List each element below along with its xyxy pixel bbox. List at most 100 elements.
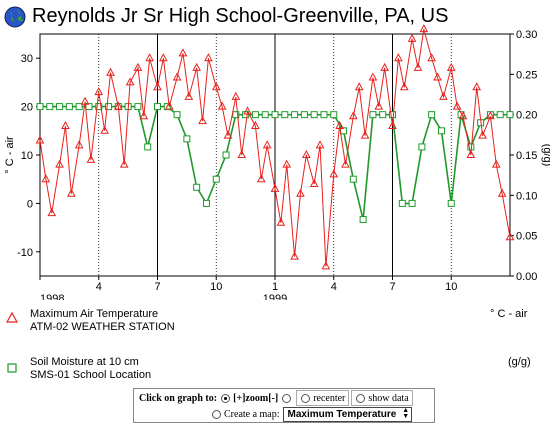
temperature-point [433, 72, 442, 81]
temperature-point [282, 159, 292, 168]
temperature-point [139, 111, 149, 120]
zoom-label: [+]zoom[-] [233, 392, 279, 404]
temperature-point [486, 111, 495, 120]
soil-moisture-point [144, 143, 152, 151]
x-tick-label: 10 [210, 281, 222, 293]
x-tick-label: 7 [389, 281, 395, 293]
soil-moisture-point [173, 111, 181, 119]
year-label: 1999 [263, 293, 287, 300]
temperature-point [223, 130, 233, 139]
soil-moisture-point [428, 111, 436, 119]
temperature-point [276, 217, 286, 226]
globe-icon [4, 6, 26, 28]
legend-soil-subtitle: SMS-01 School Location [30, 369, 152, 381]
temperature-point [388, 120, 397, 129]
left-tick-label: 10 [21, 150, 33, 162]
temperature-point [341, 159, 350, 168]
temperature-point [497, 188, 507, 197]
click-on-graph-label: Click on graph to: [139, 392, 218, 404]
temperature-point [262, 140, 272, 149]
recenter-option[interactable]: recenter [296, 390, 350, 406]
temperature-point [164, 101, 174, 110]
page-title: Reynolds Jr Sr High School-Greenville, P… [32, 5, 449, 27]
temperature-point [125, 77, 135, 86]
chart[interactable]: -10 0 10 20 30 0.00 0.05 0.10 0.15 0.20 0.25 0.30 ° … [0, 0, 550, 300]
map-select-value: Maximum Temperature [287, 408, 397, 420]
temperature-point [237, 149, 247, 158]
temperature-point [348, 111, 358, 120]
zoom-radio[interactable] [221, 393, 231, 403]
soil-moisture-point [389, 111, 396, 119]
soil-moisture-point [36, 103, 44, 111]
temperature-point [251, 120, 260, 129]
square-marker-icon [7, 363, 17, 373]
temperature-point [61, 120, 70, 129]
temperature-point [211, 82, 221, 91]
soil-moisture-point [271, 111, 279, 119]
left-tick-label: -10 [17, 247, 33, 259]
temperature-point [204, 53, 213, 62]
soil-moisture-point [134, 103, 142, 111]
soil-moisture-point [261, 111, 269, 119]
x-tick-label: 10 [445, 281, 457, 293]
soil-moisture-point [408, 199, 416, 207]
soil-moisture-point [65, 103, 73, 111]
right-tick-label: 0.30 [516, 29, 537, 41]
temperature-point [145, 53, 155, 62]
soil-moisture-point [320, 111, 328, 119]
temperature-point [505, 232, 515, 241]
left-tick-label: 0 [27, 198, 33, 210]
temperature-point [399, 82, 409, 91]
soil-moisture-point [310, 111, 318, 119]
right-tick-label: 0.15 [516, 150, 537, 162]
temperature-point [217, 101, 227, 110]
temperature-point [159, 53, 168, 62]
soil-moisture-point [359, 216, 367, 224]
temperature-point [374, 101, 384, 110]
select-arrows-icon: ▲ ▼ [402, 407, 410, 420]
recenter-radio[interactable] [301, 393, 311, 403]
right-tick-label: 0.10 [516, 190, 537, 202]
temperature-point [66, 188, 76, 197]
temperature-point [231, 91, 241, 100]
temperature-point [47, 208, 57, 217]
show-data-radio[interactable] [356, 393, 366, 403]
soil-moisture-point [232, 111, 240, 119]
temperature-point [466, 149, 476, 158]
soil-moisture-point [291, 111, 299, 119]
show-data-option[interactable]: show data [351, 390, 413, 406]
temperature-point [354, 82, 364, 91]
soil-moisture-point [418, 143, 426, 151]
temperature-point [94, 87, 104, 96]
soil-moisture-point [183, 135, 191, 143]
temperature-point [192, 62, 202, 71]
legend-soil-unit: (g/g) [508, 356, 531, 368]
x-tick-label: 7 [154, 281, 160, 293]
temperature-point [413, 62, 423, 71]
temperature-point [329, 169, 339, 178]
temperature-point [335, 120, 344, 129]
legend-temp-name: Maximum Air Temperature [30, 308, 159, 320]
temperature-point [100, 125, 109, 134]
soil-moisture-point [105, 103, 113, 111]
x-tick-label: 4 [96, 281, 102, 293]
temperature-point [380, 62, 390, 71]
left-tick-label: 30 [21, 53, 33, 65]
soil-moisture-point [154, 103, 161, 111]
right-tick-label: 0.25 [516, 69, 537, 81]
zoom-out-radio[interactable] [282, 393, 292, 403]
temperature-point [106, 67, 115, 76]
temperature-point [153, 82, 162, 91]
soil-moisture-point [506, 111, 514, 119]
map-variable-select[interactable]: Maximum Temperature ▲ ▼ [282, 406, 413, 422]
soil-moisture-point [437, 127, 445, 135]
temperature-point [290, 251, 299, 260]
temperature-point [172, 72, 182, 81]
recenter-label: recenter [313, 392, 346, 404]
temperature-point [184, 91, 194, 100]
create-map-radio[interactable] [212, 409, 221, 419]
temperature-point [452, 101, 462, 110]
soil-moisture-point [281, 111, 289, 119]
triangle-marker-icon [6, 312, 18, 323]
temperature-point [360, 130, 370, 139]
